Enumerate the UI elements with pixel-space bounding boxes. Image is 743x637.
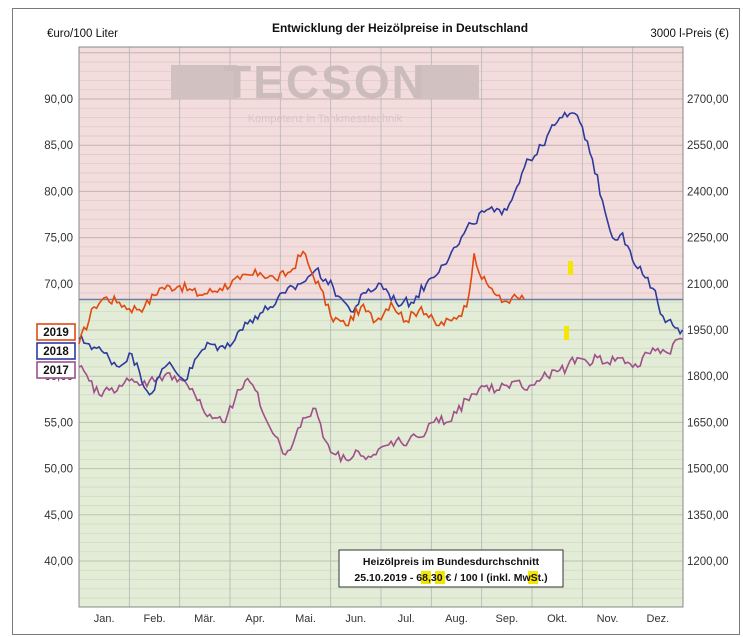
watermark-text: TECSON [223,56,427,108]
info-line-1: Heizölpreis im Bundesdurchschnitt [363,556,540,568]
month-label: Jul. [398,613,415,625]
month-label: Okt. [547,613,567,625]
legend-box-2017 [36,361,76,379]
month-label: Sep. [496,613,519,625]
y-tick-label-left: 70,00 [44,279,73,291]
info-highlight [421,571,431,584]
info-highlight [435,571,445,584]
highlight-mark [564,326,569,340]
watermark-subtext: Kompetenz in Tankmesstechnik [248,113,403,125]
y-tick-label-right: 2700,00 [687,94,729,106]
y-tick-label-right: 2400,00 [687,186,729,198]
legend-label-2017: 2017 [43,365,69,377]
month-label: Feb. [143,613,165,625]
info-highlight [528,571,538,584]
y-tick-label-right: 1650,00 [687,417,729,429]
heating-oil-price-chart: TECSON Kompetenz in Tankmesstechnik Entw… [36,21,729,625]
left-axis-unit: €uro/100 Liter [47,28,118,40]
legend: 2019 2018 2017 [36,323,76,379]
vertical-gridlines [78,47,684,607]
month-label: Jan. [94,613,115,625]
right-axis-ticks: 2700,00 2550,00 2400,00 2250,00 2100,00 1950,… [687,94,729,568]
y-tick-label-right: 1350,00 [687,510,729,522]
y-tick-label-left: 75,00 [44,233,73,245]
legend-box-2019 [36,323,76,341]
month-label: Mär. [194,613,215,625]
y-tick-label-left: 50,00 [44,464,73,476]
y-tick-label-right: 1950,00 [687,325,729,337]
y-tick-label-right: 1500,00 [687,464,729,476]
watermark-block-left [171,65,237,99]
chart-frame: TECSON Kompetenz in Tankmesstechnik Entw… [12,8,740,635]
y-tick-label-left: 85,00 [44,140,73,152]
y-tick-label-left: 55,00 [44,417,73,429]
watermark: TECSON Kompetenz in Tankmesstechnik [171,56,479,125]
y-tick-label-right: 2550,00 [687,140,729,152]
y-tick-label-left: 90,00 [44,94,73,106]
y-tick-label-right: 2100,00 [687,279,729,291]
y-tick-label-left: 80,00 [44,186,73,198]
y-tick-label-left: 40,00 [44,556,73,568]
y-tick-label-right: 1200,00 [687,556,729,568]
series-line-2018 [78,110,684,396]
month-label: Jun. [345,613,366,625]
info-line-2: 25.10.2019 - 68,30 € / 100 l (inkl. MwSt… [354,572,547,584]
info-box-frame [338,549,564,588]
legend-label-2019: 2019 [43,327,69,339]
plot-border [78,46,684,608]
y-tick-label-left: 45,00 [44,510,73,522]
series-line-2017 [78,337,683,464]
month-label: Apr. [245,613,265,625]
chart-title: Entwicklung der Heizölpreise in Deutschl… [272,21,528,35]
watermark-block-right [415,65,479,99]
highlight-mark [568,261,573,275]
series-line-2019 [78,250,526,345]
legend-box-2018 [36,342,76,360]
legend-label-2018: 2018 [43,346,69,358]
y-tick-label-right: 1800,00 [687,371,729,383]
month-label: Nov. [597,613,619,625]
month-label: Dez. [647,613,670,625]
y-tick-label-right: 2250,00 [687,233,729,245]
month-label: Aug. [445,613,468,625]
info-box: Heizölpreis im Bundesdurchschnitt 25.10.… [338,549,564,588]
month-labels: Jan. Feb. Mär. Apr. Mai. Jun. Jul. Aug. Sep. Okt.… [94,613,669,625]
right-axis-unit: 3000 l-Preis (€) [650,28,729,40]
month-label: Mai. [295,613,316,625]
